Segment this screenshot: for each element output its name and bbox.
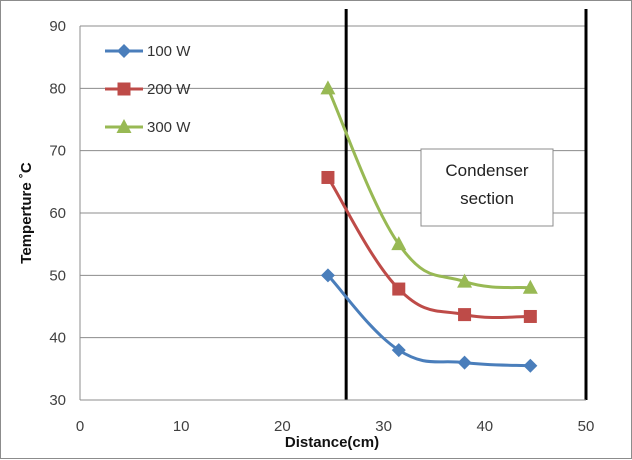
annotation-text: Condenser	[445, 161, 529, 180]
grid-lines	[80, 25, 586, 339]
series-0	[320, 268, 538, 373]
series-1	[321, 170, 537, 323]
data-point	[523, 358, 538, 373]
series-line	[326, 87, 531, 290]
data-point	[523, 309, 537, 323]
annotation-box	[420, 148, 554, 227]
x-tick-label: 10	[173, 418, 190, 435]
data-point	[320, 268, 335, 283]
legend: 100 W 200 W 300 W	[105, 43, 191, 136]
data-point	[320, 80, 336, 95]
data-point	[457, 273, 473, 288]
data-point	[391, 343, 406, 358]
legend-item: 100 W	[105, 43, 191, 60]
x-tick-label: 30	[375, 418, 392, 435]
data-point	[392, 282, 406, 296]
y-tick-label: 30	[49, 392, 66, 409]
y-tick-label: 50	[49, 267, 66, 284]
x-axis-title: Distance(cm)	[285, 434, 379, 451]
y-axis-title: Temperture ˚C	[18, 162, 35, 264]
data-point	[458, 308, 472, 322]
tick-labels: 30 40 50 60 70 80 90 0 10 20 30 40 50	[49, 18, 594, 435]
y-tick-label: 80	[49, 80, 66, 97]
data-point	[321, 170, 335, 184]
x-tick-label: 20	[274, 418, 291, 435]
series-line	[326, 274, 531, 368]
x-tick-label: 0	[76, 418, 84, 435]
legend-label: 300 W	[147, 119, 191, 136]
x-tick-label: 50	[578, 418, 595, 435]
axes	[79, 26, 586, 401]
legend-marker	[117, 82, 131, 96]
y-tick-label: 60	[49, 205, 66, 222]
legend-marker	[117, 44, 131, 58]
series	[320, 80, 538, 373]
data-point	[457, 355, 472, 370]
legend-item: 300 W	[105, 119, 191, 136]
legend-item: 200 W	[105, 81, 191, 98]
vertical-reference-lines	[344, 9, 588, 400]
y-tick-label: 70	[49, 143, 66, 160]
data-point	[391, 236, 407, 251]
series-line	[326, 176, 531, 320]
annotation-text: section	[460, 189, 514, 208]
annotation: Condenser section	[420, 148, 554, 227]
legend-marker	[116, 119, 132, 133]
series-2	[320, 80, 538, 294]
y-tick-label: 40	[49, 330, 66, 347]
y-tick-label: 90	[49, 18, 66, 35]
x-tick-label: 40	[476, 418, 493, 435]
data-point	[522, 279, 538, 294]
legend-label: 200 W	[147, 81, 191, 98]
legend-label: 100 W	[147, 43, 191, 60]
